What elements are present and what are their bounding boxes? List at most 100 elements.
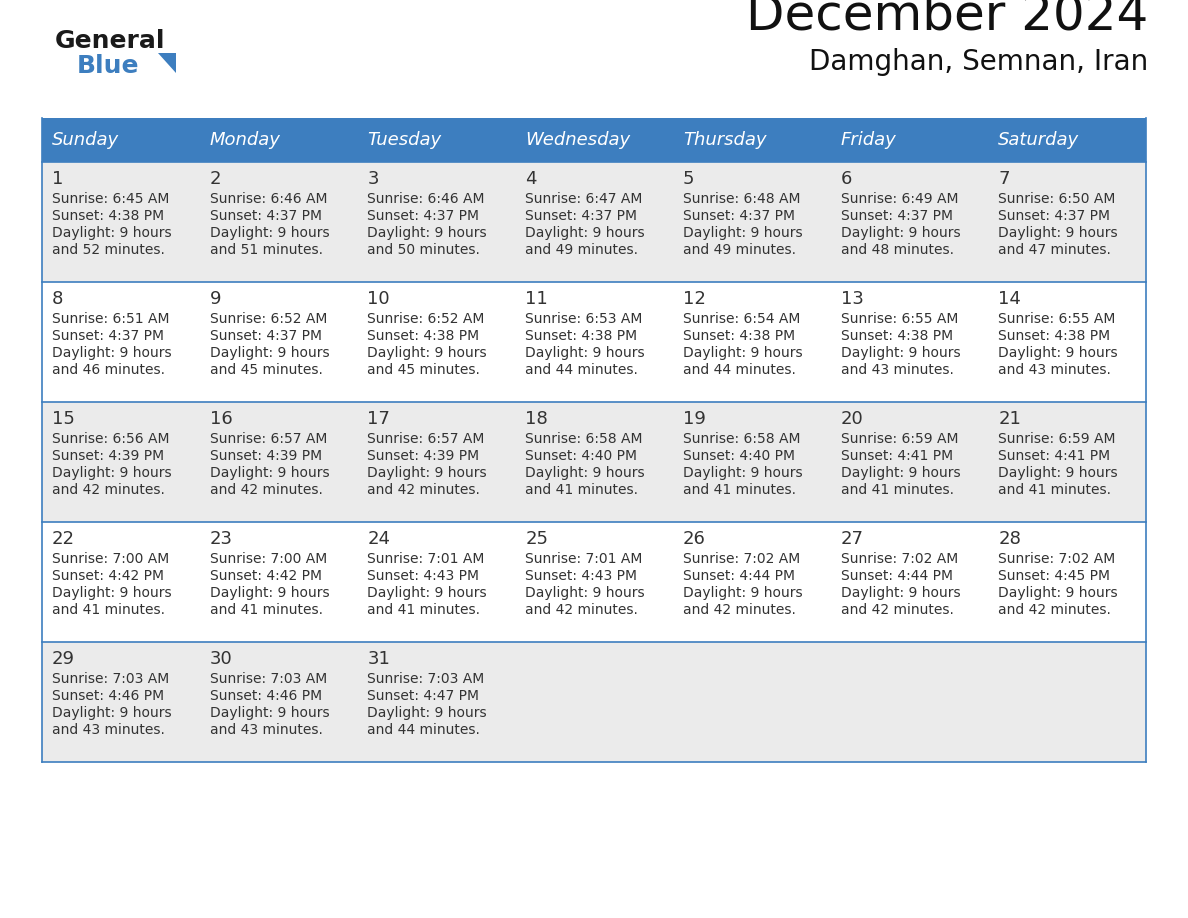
- Text: Sunrise: 7:02 AM: Sunrise: 7:02 AM: [683, 552, 800, 566]
- Text: Sunset: 4:43 PM: Sunset: 4:43 PM: [525, 569, 637, 583]
- Text: Blue: Blue: [77, 54, 139, 78]
- Text: Saturday: Saturday: [998, 131, 1080, 149]
- Text: Daylight: 9 hours: Daylight: 9 hours: [525, 346, 645, 360]
- Text: and 42 minutes.: and 42 minutes.: [841, 603, 954, 617]
- Text: Sunset: 4:38 PM: Sunset: 4:38 PM: [525, 329, 637, 343]
- Text: 31: 31: [367, 650, 391, 668]
- Text: Sunrise: 6:52 AM: Sunrise: 6:52 AM: [210, 312, 327, 326]
- Text: Sunset: 4:38 PM: Sunset: 4:38 PM: [367, 329, 480, 343]
- Text: Sunset: 4:39 PM: Sunset: 4:39 PM: [210, 449, 322, 463]
- Text: Daylight: 9 hours: Daylight: 9 hours: [52, 586, 171, 600]
- Polygon shape: [158, 53, 176, 73]
- Text: 28: 28: [998, 530, 1022, 548]
- Text: Sunset: 4:37 PM: Sunset: 4:37 PM: [210, 209, 322, 223]
- Text: Daylight: 9 hours: Daylight: 9 hours: [998, 346, 1118, 360]
- Text: Sunset: 4:41 PM: Sunset: 4:41 PM: [841, 449, 953, 463]
- Text: and 48 minutes.: and 48 minutes.: [841, 243, 954, 257]
- Text: 30: 30: [210, 650, 233, 668]
- Text: Sunrise: 7:01 AM: Sunrise: 7:01 AM: [367, 552, 485, 566]
- Text: Daylight: 9 hours: Daylight: 9 hours: [367, 346, 487, 360]
- Text: Sunset: 4:38 PM: Sunset: 4:38 PM: [841, 329, 953, 343]
- Text: Daylight: 9 hours: Daylight: 9 hours: [841, 466, 960, 480]
- Text: Sunrise: 7:03 AM: Sunrise: 7:03 AM: [52, 672, 169, 686]
- Text: Daylight: 9 hours: Daylight: 9 hours: [525, 226, 645, 240]
- Bar: [988, 118, 1146, 162]
- Text: Daylight: 9 hours: Daylight: 9 hours: [52, 706, 171, 720]
- Text: 19: 19: [683, 410, 706, 428]
- Text: 26: 26: [683, 530, 706, 548]
- Text: Daylight: 9 hours: Daylight: 9 hours: [367, 706, 487, 720]
- Text: 2: 2: [210, 170, 221, 188]
- Text: 22: 22: [52, 530, 75, 548]
- Text: and 41 minutes.: and 41 minutes.: [210, 603, 323, 617]
- Text: Monday: Monday: [210, 131, 280, 149]
- Text: and 41 minutes.: and 41 minutes.: [683, 483, 796, 497]
- Text: and 42 minutes.: and 42 minutes.: [210, 483, 323, 497]
- Text: Daylight: 9 hours: Daylight: 9 hours: [210, 466, 329, 480]
- Bar: [42, 642, 1146, 762]
- Text: 15: 15: [52, 410, 75, 428]
- Text: Sunset: 4:43 PM: Sunset: 4:43 PM: [367, 569, 480, 583]
- Text: and 41 minutes.: and 41 minutes.: [52, 603, 165, 617]
- Text: and 45 minutes.: and 45 minutes.: [210, 363, 323, 377]
- Text: Sunset: 4:40 PM: Sunset: 4:40 PM: [525, 449, 637, 463]
- Text: and 41 minutes.: and 41 minutes.: [367, 603, 480, 617]
- Text: Sunset: 4:37 PM: Sunset: 4:37 PM: [525, 209, 637, 223]
- Bar: [200, 118, 358, 162]
- Text: 3: 3: [367, 170, 379, 188]
- Text: 23: 23: [210, 530, 233, 548]
- Text: Daylight: 9 hours: Daylight: 9 hours: [210, 226, 329, 240]
- Text: 17: 17: [367, 410, 391, 428]
- Text: and 47 minutes.: and 47 minutes.: [998, 243, 1111, 257]
- Text: Daylight: 9 hours: Daylight: 9 hours: [998, 466, 1118, 480]
- Text: 16: 16: [210, 410, 233, 428]
- Text: Sunrise: 6:48 AM: Sunrise: 6:48 AM: [683, 192, 801, 206]
- Text: Sunrise: 6:56 AM: Sunrise: 6:56 AM: [52, 432, 170, 446]
- Text: 13: 13: [841, 290, 864, 308]
- Text: and 42 minutes.: and 42 minutes.: [52, 483, 165, 497]
- Text: Sunrise: 6:47 AM: Sunrise: 6:47 AM: [525, 192, 643, 206]
- Text: Daylight: 9 hours: Daylight: 9 hours: [683, 466, 802, 480]
- Text: 25: 25: [525, 530, 548, 548]
- Text: Sunrise: 6:49 AM: Sunrise: 6:49 AM: [841, 192, 958, 206]
- Bar: [672, 118, 830, 162]
- Bar: [42, 162, 1146, 282]
- Text: Sunrise: 6:50 AM: Sunrise: 6:50 AM: [998, 192, 1116, 206]
- Text: and 43 minutes.: and 43 minutes.: [841, 363, 954, 377]
- Text: and 44 minutes.: and 44 minutes.: [525, 363, 638, 377]
- Text: 11: 11: [525, 290, 548, 308]
- Bar: [42, 522, 1146, 642]
- Text: Sunrise: 6:57 AM: Sunrise: 6:57 AM: [210, 432, 327, 446]
- Text: Sunrise: 7:02 AM: Sunrise: 7:02 AM: [841, 552, 958, 566]
- Text: Sunset: 4:44 PM: Sunset: 4:44 PM: [683, 569, 795, 583]
- Bar: [42, 118, 200, 162]
- Text: 21: 21: [998, 410, 1022, 428]
- Text: Sunrise: 7:00 AM: Sunrise: 7:00 AM: [210, 552, 327, 566]
- Text: and 43 minutes.: and 43 minutes.: [210, 723, 323, 737]
- Text: Sunset: 4:44 PM: Sunset: 4:44 PM: [841, 569, 953, 583]
- Text: 9: 9: [210, 290, 221, 308]
- Text: Daylight: 9 hours: Daylight: 9 hours: [210, 706, 329, 720]
- Text: December 2024: December 2024: [746, 0, 1148, 40]
- Text: and 43 minutes.: and 43 minutes.: [52, 723, 165, 737]
- Text: and 43 minutes.: and 43 minutes.: [998, 363, 1111, 377]
- Text: and 44 minutes.: and 44 minutes.: [683, 363, 796, 377]
- Text: Sunset: 4:39 PM: Sunset: 4:39 PM: [52, 449, 164, 463]
- Text: and 46 minutes.: and 46 minutes.: [52, 363, 165, 377]
- Text: Sunrise: 6:57 AM: Sunrise: 6:57 AM: [367, 432, 485, 446]
- Text: Sunset: 4:38 PM: Sunset: 4:38 PM: [683, 329, 795, 343]
- Text: and 49 minutes.: and 49 minutes.: [525, 243, 638, 257]
- Text: and 50 minutes.: and 50 minutes.: [367, 243, 480, 257]
- Text: Sunset: 4:45 PM: Sunset: 4:45 PM: [998, 569, 1111, 583]
- Text: 27: 27: [841, 530, 864, 548]
- Text: Daylight: 9 hours: Daylight: 9 hours: [367, 586, 487, 600]
- Text: and 44 minutes.: and 44 minutes.: [367, 723, 480, 737]
- Text: and 42 minutes.: and 42 minutes.: [367, 483, 480, 497]
- Text: Sunrise: 6:45 AM: Sunrise: 6:45 AM: [52, 192, 170, 206]
- Text: Daylight: 9 hours: Daylight: 9 hours: [841, 226, 960, 240]
- Text: 6: 6: [841, 170, 852, 188]
- Text: Sunset: 4:39 PM: Sunset: 4:39 PM: [367, 449, 480, 463]
- Text: Sunset: 4:42 PM: Sunset: 4:42 PM: [210, 569, 322, 583]
- Text: 29: 29: [52, 650, 75, 668]
- Text: Daylight: 9 hours: Daylight: 9 hours: [367, 466, 487, 480]
